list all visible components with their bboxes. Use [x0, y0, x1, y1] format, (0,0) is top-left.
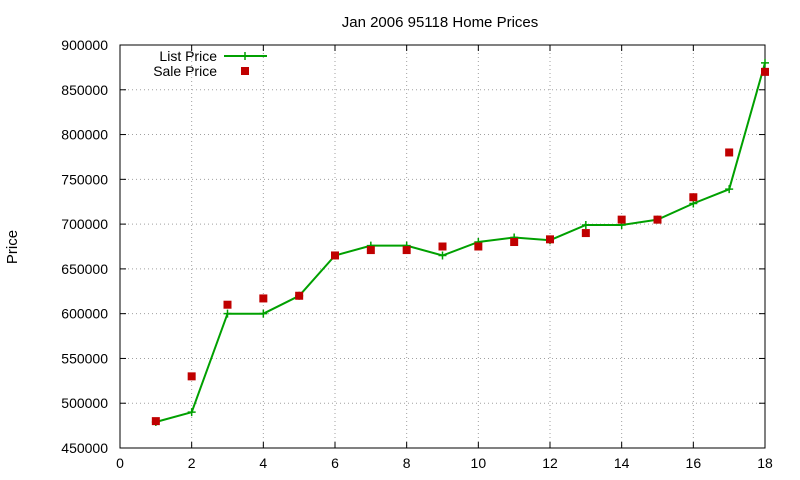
list-price-point [259, 309, 268, 318]
list-price-line [155, 62, 766, 423]
sale-price-point [546, 235, 554, 244]
sale-price-point [366, 246, 375, 255]
y-tick-label: 800000 [61, 127, 108, 143]
y-tick-label: 500000 [61, 395, 108, 411]
list-price-point [581, 221, 590, 230]
sale-price-point [653, 215, 662, 224]
y-tick-label: 550000 [61, 350, 108, 366]
x-tick-label: 4 [259, 455, 267, 471]
list-price-point [725, 185, 734, 194]
list-price-point [187, 408, 196, 417]
sale-price-point [689, 193, 698, 202]
y-tick-label: 700000 [61, 216, 108, 232]
sale-price-point [295, 291, 304, 300]
sale-price-point [438, 242, 447, 251]
sale-price-point [474, 242, 483, 251]
x-tick-label: 16 [686, 455, 702, 471]
y-axis-label: Price [4, 230, 21, 264]
x-tick-label: 2 [188, 455, 196, 471]
x-tick-label: 10 [471, 455, 487, 471]
axis-ticks: 0 2 4 6 8 10 12 14 16 18 450000 500000 550000 600000 6… [61, 37, 773, 471]
legend-label-list-price: List Price [159, 48, 217, 64]
sale-price-point [151, 417, 160, 426]
list-price-point [438, 251, 447, 260]
legend-marker-list-price [241, 52, 249, 60]
y-tick-label: 900000 [61, 37, 108, 53]
list-price-point [761, 58, 769, 67]
sale-price-point [617, 215, 626, 224]
sale-price-point [725, 148, 734, 157]
x-tick-label: 0 [116, 455, 124, 471]
sale-price-point [510, 238, 519, 247]
plot-frame [119, 44, 766, 449]
sale-price-point [223, 300, 232, 309]
sale-price-point [187, 372, 196, 381]
y-tick-label: 850000 [61, 82, 108, 98]
y-tick-label: 600000 [61, 306, 108, 322]
legend-label-sale-price: Sale Price [153, 63, 217, 79]
x-tick-label: 6 [331, 455, 339, 471]
y-tick-label: 750000 [61, 171, 108, 187]
series-layer [151, 58, 769, 427]
sale-price-point [761, 67, 769, 76]
legend-marker-sale-price [241, 67, 249, 75]
x-tick-label: 14 [614, 455, 630, 471]
x-tick-label: 18 [757, 455, 773, 471]
x-tick-label: 12 [542, 455, 558, 471]
sale-price-point [259, 294, 268, 303]
y-tick-label: 650000 [61, 261, 108, 277]
x-tick-label: 8 [403, 455, 411, 471]
sale-price-point [331, 251, 339, 260]
chart-title: Jan 2006 95118 Home Prices [342, 14, 539, 31]
sale-price-point [581, 229, 590, 238]
sale-price-point [402, 246, 411, 255]
list-price-point [223, 309, 232, 318]
y-tick-label: 450000 [61, 440, 108, 456]
